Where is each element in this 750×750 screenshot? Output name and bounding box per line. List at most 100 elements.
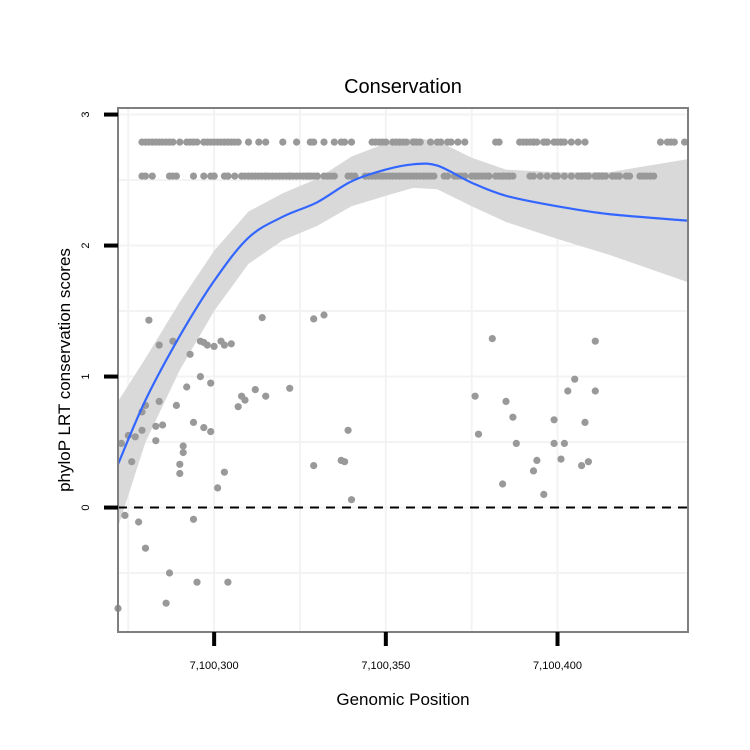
data-point	[368, 138, 376, 146]
data-point	[540, 490, 548, 498]
data-point	[186, 350, 194, 358]
data-point	[550, 416, 558, 424]
data-point	[200, 172, 208, 180]
data-point	[313, 172, 321, 180]
data-point	[193, 578, 201, 586]
data-point	[141, 544, 150, 552]
data-point	[258, 314, 266, 322]
data-point	[567, 172, 575, 180]
data-point	[176, 469, 184, 478]
data-point	[474, 430, 483, 438]
data-point	[382, 138, 390, 146]
data-point	[128, 458, 136, 466]
data-point	[447, 138, 455, 146]
data-point	[220, 341, 228, 349]
data-points-layer	[114, 138, 689, 613]
data-point	[210, 172, 218, 180]
data-point	[231, 172, 239, 180]
y-tick-label: 1	[80, 373, 92, 379]
data-point	[656, 138, 665, 146]
data-point	[152, 437, 160, 445]
y-axis-ticks: 0 1 2 3	[80, 111, 118, 511]
data-point	[347, 496, 356, 504]
data-point	[159, 421, 167, 429]
data-point	[141, 172, 150, 180]
data-point	[626, 172, 634, 180]
data-point	[224, 578, 232, 586]
data-point	[162, 599, 170, 607]
data-point	[183, 383, 191, 391]
data-point	[227, 340, 235, 348]
data-point	[176, 138, 184, 146]
data-point	[255, 138, 263, 146]
data-point	[220, 468, 228, 476]
data-point	[499, 480, 507, 488]
data-point	[251, 386, 259, 394]
data-point	[550, 138, 558, 146]
data-point	[536, 172, 544, 180]
data-point	[179, 442, 187, 450]
data-point	[214, 484, 222, 492]
data-point	[306, 172, 314, 180]
data-point	[615, 172, 623, 180]
data-point	[533, 138, 541, 146]
data-point	[430, 172, 438, 180]
data-point	[117, 439, 125, 447]
confidence-ribbon-layer	[118, 138, 688, 528]
data-point	[567, 138, 575, 146]
data-point	[550, 439, 558, 447]
data-point	[234, 138, 242, 146]
data-point	[179, 448, 187, 457]
data-point	[286, 384, 294, 392]
data-point	[543, 172, 551, 180]
data-point	[207, 428, 215, 436]
data-point	[502, 397, 510, 405]
data-point	[505, 172, 513, 180]
data-point	[224, 172, 232, 180]
data-point	[347, 138, 356, 146]
data-point	[320, 311, 328, 319]
data-point	[602, 172, 610, 180]
data-point	[581, 418, 589, 426]
data-point	[169, 138, 177, 146]
x-axis-ticks: 7,100,300 7,100,350 7,100,400	[190, 632, 582, 672]
data-point	[533, 456, 541, 464]
data-point	[234, 403, 242, 411]
data-point	[454, 138, 462, 146]
data-point	[461, 138, 469, 146]
data-point	[341, 138, 349, 146]
data-point	[557, 455, 565, 463]
data-point	[320, 138, 328, 146]
data-point	[189, 418, 198, 426]
data-point	[495, 138, 503, 146]
data-point	[189, 515, 198, 523]
data-point	[121, 511, 129, 519]
data-point	[310, 315, 318, 323]
data-point	[560, 172, 569, 180]
data-point	[244, 138, 253, 146]
data-point	[279, 138, 287, 146]
data-point	[330, 172, 338, 180]
data-point	[529, 172, 538, 180]
data-point	[286, 172, 294, 180]
data-point	[155, 397, 163, 405]
data-point	[310, 462, 318, 470]
confidence-ribbon	[118, 138, 688, 528]
data-point	[670, 138, 678, 146]
data-point	[416, 138, 424, 146]
data-point	[560, 138, 569, 146]
data-point	[176, 460, 184, 468]
data-point	[553, 172, 562, 180]
data-point	[138, 426, 146, 434]
data-point	[584, 458, 593, 466]
data-point	[241, 172, 249, 180]
data-point	[189, 172, 198, 180]
smooth-trend-line	[116, 162, 689, 465]
data-point	[485, 172, 493, 180]
y-axis-label: phyloP LRT conservation scores	[55, 248, 74, 492]
data-point	[330, 138, 338, 146]
y-tick-label: 2	[80, 242, 92, 248]
data-point	[608, 172, 617, 180]
data-point	[172, 172, 180, 180]
